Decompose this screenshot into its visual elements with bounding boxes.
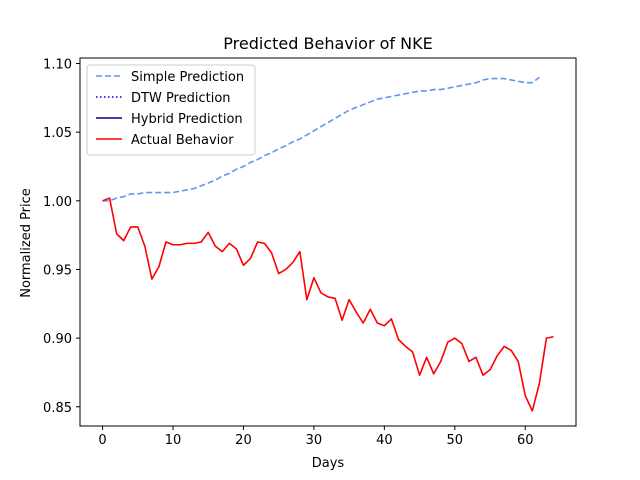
legend-label: Hybrid Prediction bbox=[131, 112, 243, 127]
legend-label: Actual Behavior bbox=[131, 133, 234, 148]
legend-label: Simple Prediction bbox=[131, 70, 244, 85]
x-tick-label: 30 bbox=[306, 433, 323, 448]
y-tick-label: 0.95 bbox=[43, 263, 72, 278]
x-tick-label: 20 bbox=[235, 433, 252, 448]
x-tick-label: 50 bbox=[447, 433, 464, 448]
series-line-3 bbox=[102, 197, 554, 412]
y-tick-label: 1.00 bbox=[43, 195, 72, 210]
legend: Simple Prediction DTW Prediction Hybrid Pr… bbox=[86, 64, 256, 156]
axes-frame bbox=[79, 57, 577, 427]
x-tick-label: 0 bbox=[98, 433, 106, 448]
chart-title: Predicted Behavior of NKE bbox=[223, 34, 432, 53]
x-tick-label: 40 bbox=[376, 433, 393, 448]
x-axis-title: Days bbox=[312, 456, 345, 471]
y-tick-label: 1.10 bbox=[43, 57, 72, 72]
y-tick-label: 0.90 bbox=[43, 332, 72, 347]
y-tick-label: 1.05 bbox=[43, 126, 72, 141]
plot-area: 0 10 20 30 40 50 60 0.85 0.90 0.95 1.00 1.05 1.10 bbox=[43, 57, 577, 448]
legend-box bbox=[86, 64, 256, 156]
y-tick-label: 0.85 bbox=[43, 401, 72, 416]
legend-label: DTW Prediction bbox=[131, 91, 231, 106]
x-tick-label: 60 bbox=[517, 433, 534, 448]
y-axis-title: Normalized Price bbox=[19, 188, 34, 298]
series-line-0 bbox=[102, 76, 540, 202]
x-tick-label: 10 bbox=[165, 433, 182, 448]
